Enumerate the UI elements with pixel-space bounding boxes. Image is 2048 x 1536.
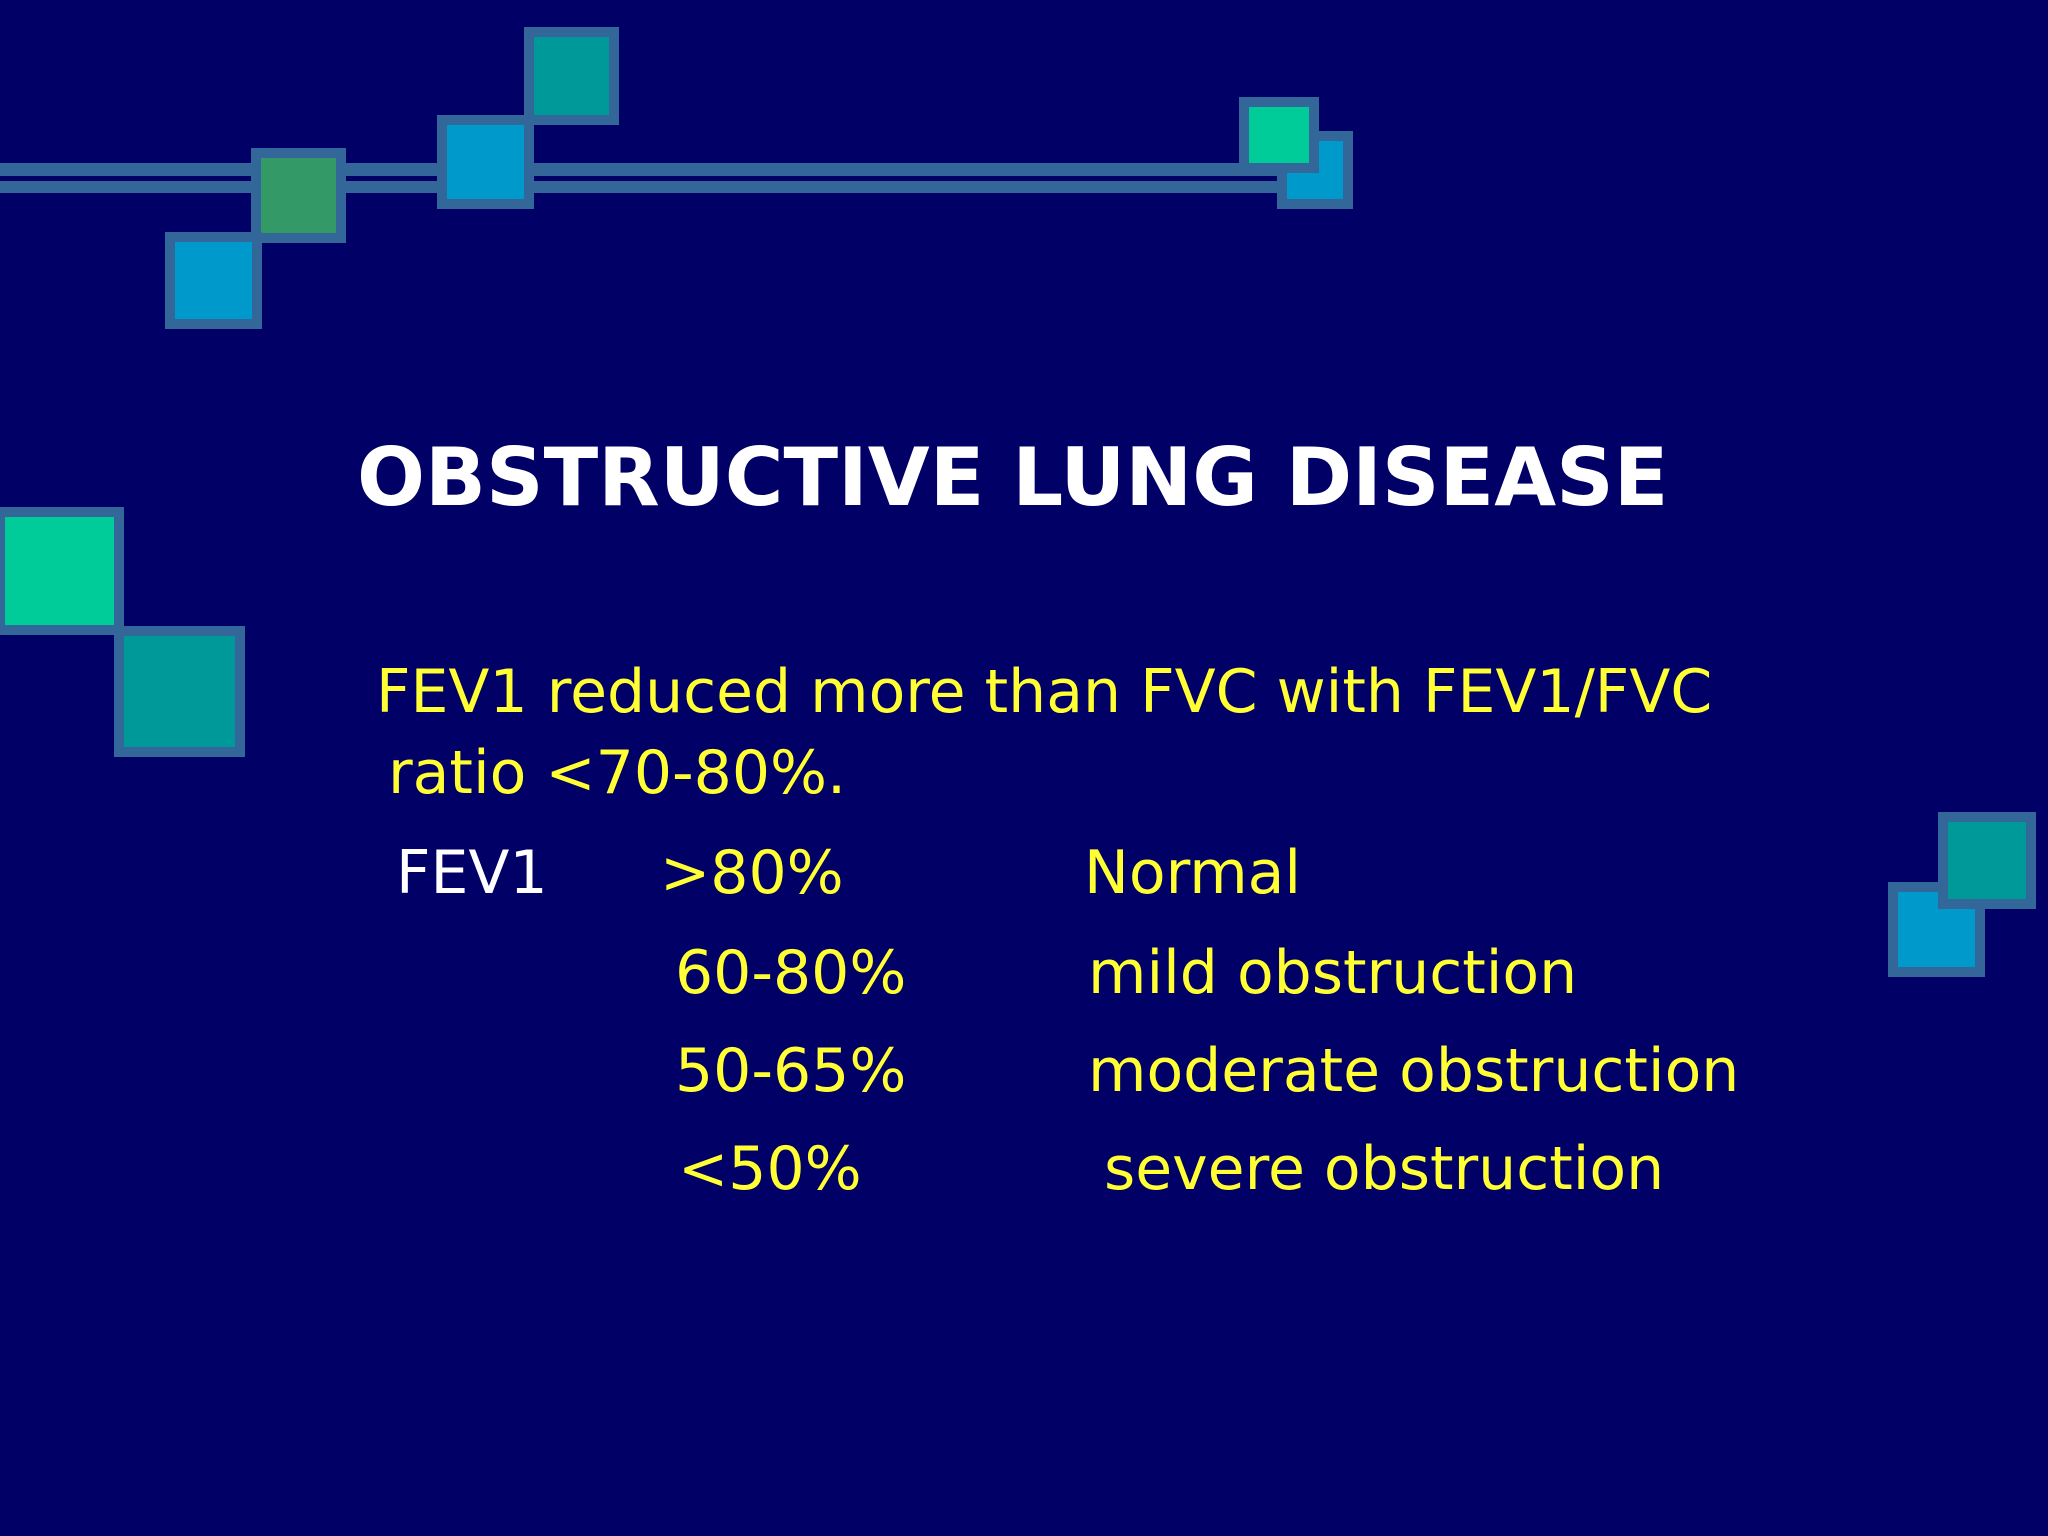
range: 50-65%: [675, 1036, 906, 1106]
rule-gap: [0, 176, 1293, 181]
square: [114, 626, 245, 757]
grade: moderate obstruction: [1088, 1036, 1739, 1106]
square: [165, 232, 262, 329]
grade: Normal: [1084, 838, 1301, 908]
square: [251, 148, 346, 243]
square: [1938, 812, 2036, 909]
grade: mild obstruction: [1088, 938, 1577, 1008]
square: [0, 507, 124, 635]
intro-line: ratio <70-80%.: [388, 738, 846, 808]
slide-title: OBSTRUCTIVE LUNG DISEASE: [357, 431, 1668, 524]
range: >80%: [660, 838, 844, 908]
range: 60-80%: [675, 938, 906, 1008]
square: [1239, 97, 1319, 173]
table-label: FEV1: [396, 838, 548, 908]
decoration: [0, 27, 2036, 977]
range: <50%: [678, 1134, 862, 1204]
square: [437, 115, 534, 209]
square: [524, 27, 619, 125]
grade: severe obstruction: [1104, 1134, 1664, 1204]
intro-line: FEV1 reduced more than FVC with FEV1/FVC: [376, 657, 1712, 727]
